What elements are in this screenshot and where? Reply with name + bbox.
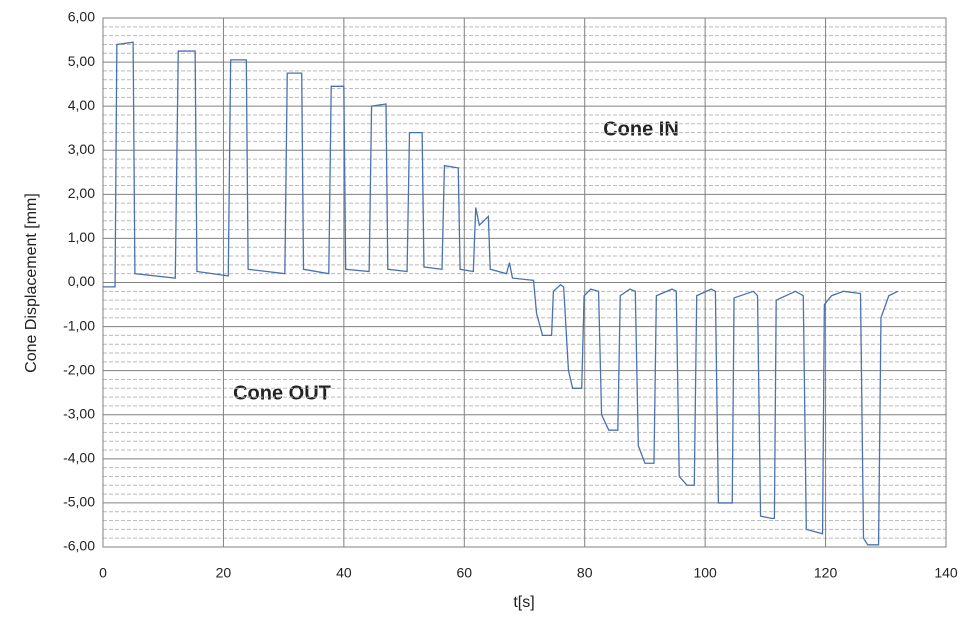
x-tick-label: 100 bbox=[693, 565, 717, 581]
y-tick-label: 0,00 bbox=[68, 273, 95, 289]
y-tick-label: 2,00 bbox=[68, 185, 95, 201]
y-tick-label: -6,00 bbox=[63, 538, 95, 554]
y-tick-label: -2,00 bbox=[63, 361, 95, 377]
x-tick-label: 0 bbox=[99, 565, 107, 581]
annotation: Cone IN bbox=[603, 118, 679, 140]
y-tick-label: 6,00 bbox=[68, 9, 95, 25]
x-tick-label: 120 bbox=[814, 565, 838, 581]
y-tick-label: -4,00 bbox=[63, 450, 95, 466]
y-tick-label: 4,00 bbox=[68, 97, 95, 113]
y-tick-label: -3,00 bbox=[63, 405, 95, 421]
x-tick-label: 20 bbox=[216, 565, 232, 581]
y-tick-label: -1,00 bbox=[63, 317, 95, 333]
data-line bbox=[103, 41, 899, 546]
y-axis-label: Cone Displacement [mm] bbox=[23, 193, 40, 373]
plot-border bbox=[102, 17, 947, 548]
y-tick-label: -5,00 bbox=[63, 494, 95, 510]
x-tick-label: 140 bbox=[934, 565, 958, 581]
x-tick-label: 60 bbox=[456, 565, 472, 581]
x-axis-label: t[s] bbox=[513, 594, 534, 611]
y-tick-label: 1,00 bbox=[68, 229, 95, 245]
y-tick-label: 5,00 bbox=[68, 53, 95, 69]
y-tick-label: 3,00 bbox=[68, 141, 95, 157]
x-tick-label: 40 bbox=[336, 565, 352, 581]
annotation: Cone OUT bbox=[233, 382, 331, 404]
x-tick-label: 80 bbox=[577, 565, 593, 581]
